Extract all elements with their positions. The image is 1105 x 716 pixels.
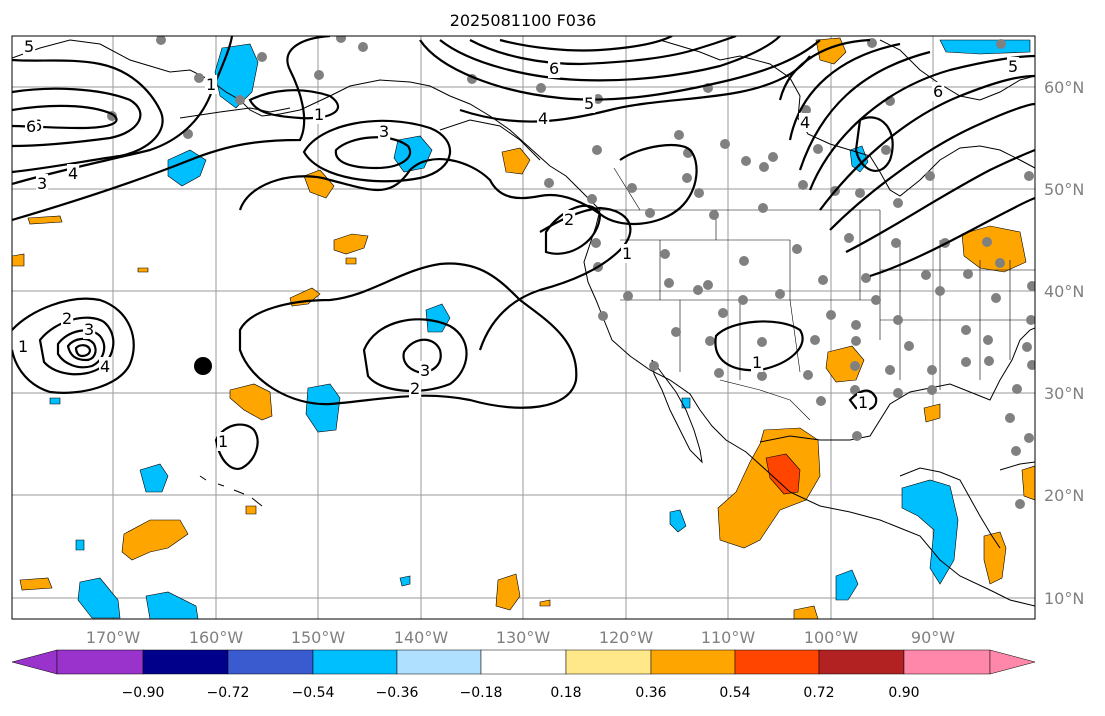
- colorbar-segment: [903, 649, 991, 675]
- lat-label: 60°N: [1044, 78, 1084, 97]
- contour-label: 4: [538, 109, 548, 128]
- lon-label: 170°W: [86, 628, 141, 647]
- contour-label: 1: [752, 353, 762, 372]
- colorbar-extend-high: [989, 649, 1036, 675]
- contour-label: 3: [420, 361, 430, 380]
- colorbar-segment: [818, 649, 905, 675]
- map-frame: [11, 35, 1036, 620]
- contour-label-halo: [621, 244, 634, 263]
- contour-label: 4: [68, 164, 78, 183]
- map-area: 5 6 3 4 1 3 1 4 5 6 2 1 6 4 5 3 1 2 3 2 …: [12, 36, 1035, 619]
- colorbar-segment: [142, 649, 229, 675]
- contour-label: 1: [858, 393, 868, 412]
- contour-label: 3: [379, 122, 389, 141]
- lon-label: 90°W: [911, 628, 955, 647]
- colorbar-tick: −0.18: [460, 685, 503, 701]
- colorbar-segment: [312, 649, 398, 675]
- lon-label: 110°W: [701, 628, 756, 647]
- colorbar-tick: −0.72: [207, 685, 250, 701]
- contour-label-halo: [419, 361, 432, 380]
- contour-label: 6: [933, 82, 943, 101]
- lon-label: 130°W: [496, 628, 551, 647]
- contour-label: 4: [100, 357, 110, 376]
- colorbar-tick-labels: −0.90 −0.72 −0.54 −0.36 −0.18 0.18 0.36 …: [122, 685, 920, 701]
- contour-label: 1: [18, 337, 28, 356]
- longitude-labels: 170°W 160°W 150°W 140°W 130°W 120°W 110°…: [86, 628, 955, 647]
- contour-label-halo: [36, 174, 49, 193]
- plot-title: 2025081100 F036: [450, 11, 597, 30]
- lat-label: 10°N: [1044, 589, 1084, 608]
- storm-center-marker: [194, 357, 212, 375]
- contour-label-halo: [751, 353, 764, 372]
- contour-label: 4: [800, 113, 810, 132]
- contour-label-halo: [17, 337, 30, 356]
- contour-label-halo: [217, 432, 230, 451]
- contour-label-halo: [857, 393, 870, 412]
- colorbar-segment: [650, 649, 736, 675]
- contour-label: 1: [206, 75, 216, 94]
- contour-label: 1: [218, 432, 228, 451]
- colorbar-segment: [56, 649, 144, 675]
- contour-label-halo: [61, 309, 74, 328]
- graticule: [12, 36, 1035, 619]
- colorbar-tick: 0.36: [635, 685, 666, 701]
- contour-label-halo: [1007, 57, 1020, 76]
- contour-label: 5: [584, 94, 594, 113]
- contour-label: 5: [1008, 57, 1018, 76]
- political-borders: [600, 167, 1035, 421]
- contour-label: 6: [26, 117, 36, 136]
- contour-label-halo: [583, 94, 596, 113]
- contour-label: 2: [564, 210, 574, 229]
- colorbar-segment: [480, 649, 567, 675]
- colorbar: [11, 649, 1036, 675]
- contour-label-halo: [537, 109, 550, 128]
- contour-label: 1: [314, 105, 324, 124]
- lat-label: 20°N: [1044, 486, 1084, 505]
- lon-label: 120°W: [599, 628, 654, 647]
- colorbar-tick: 0.72: [803, 685, 834, 701]
- contour-label-halo: [23, 37, 36, 56]
- contour-label-halo: [99, 357, 112, 376]
- colorbar-extend-low: [11, 649, 58, 675]
- lon-label: 150°W: [291, 628, 346, 647]
- lon-label: 100°W: [804, 628, 859, 647]
- colorbar-segment: [396, 649, 482, 675]
- contour-label-halo: [205, 75, 218, 94]
- colorbar-segment: [227, 649, 314, 675]
- contour-label: 2: [410, 379, 420, 398]
- colorbar-segment: [734, 649, 820, 675]
- contour-label-group: 5 6 3 4 1 3 1 4 5 6 2 1 6 4 5 3 1 2 3 2 …: [17, 37, 1020, 451]
- colorbar-tick: −0.90: [122, 685, 165, 701]
- lat-label: 30°N: [1044, 384, 1084, 403]
- colorbar-segment: [565, 649, 652, 675]
- colorbar-tick: 0.90: [888, 685, 919, 701]
- contour-label-halo: [83, 320, 96, 339]
- contour-label-halo: [548, 59, 561, 78]
- contour-label-halo: [409, 379, 422, 398]
- lat-label: 50°N: [1044, 180, 1084, 199]
- colorbar-tick: −0.36: [376, 685, 419, 701]
- lat-label: 40°N: [1044, 282, 1084, 301]
- contour-label: 3: [37, 174, 47, 193]
- colorbar-tick: −0.54: [292, 685, 335, 701]
- contour-label-halo: [67, 164, 80, 183]
- lon-label: 160°W: [189, 628, 244, 647]
- contour-label: 1: [622, 244, 632, 263]
- colorbar-tick: 0.54: [719, 685, 750, 701]
- contour-label-halo: [313, 105, 326, 124]
- contour-label-halo: [799, 113, 812, 132]
- contour-label-halo: [378, 122, 391, 141]
- contour-label-halo: [563, 210, 576, 229]
- contour-label-halo: [932, 82, 945, 101]
- contour-label: 6: [549, 59, 559, 78]
- colorbar-tick: 0.18: [550, 685, 581, 701]
- latitude-labels: 60°N 50°N 40°N 30°N 20°N 10°N: [1044, 78, 1084, 608]
- contour-label-halo: [25, 117, 38, 136]
- contour-label: 2: [62, 309, 72, 328]
- contour-label: 3: [84, 320, 94, 339]
- lon-label: 140°W: [394, 628, 449, 647]
- contour-label: 5: [24, 37, 34, 56]
